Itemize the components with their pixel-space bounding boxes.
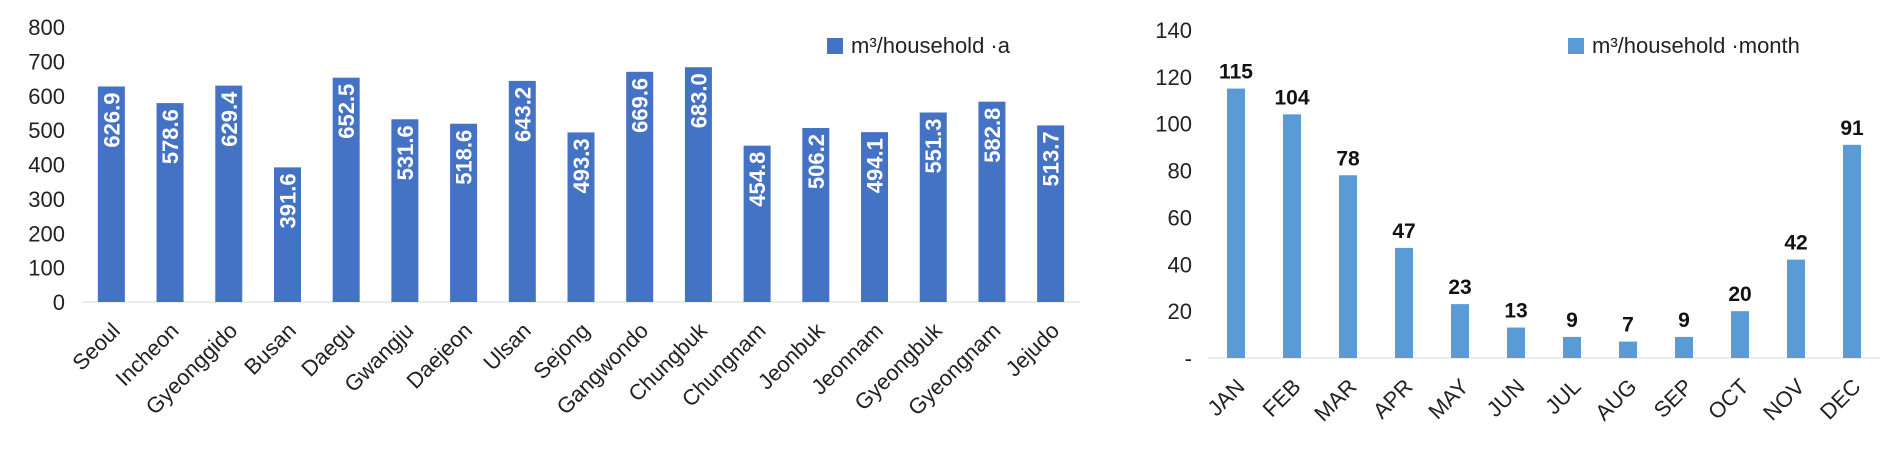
data-label: 506.2: [804, 134, 829, 189]
bar: [273, 167, 301, 302]
data-label: 629.4: [217, 91, 242, 147]
data-label: 7: [1622, 314, 1634, 337]
x-tick-label: MAY: [1423, 374, 1473, 424]
y-tick-label: 40: [1168, 252, 1192, 277]
x-tick-label: Daejeon: [401, 318, 477, 394]
data-label: 115: [1219, 61, 1253, 84]
y-tick-label: 100: [28, 256, 65, 281]
x-tick-label: FEB: [1258, 374, 1306, 422]
bar: [919, 112, 947, 302]
data-label: 9: [1566, 309, 1578, 332]
y-tick-label: -: [1185, 346, 1192, 371]
data-label: 669.6: [628, 78, 653, 133]
x-tick-label: JUL: [1540, 374, 1585, 419]
data-label: 47: [1392, 220, 1415, 243]
data-label: 23: [1448, 276, 1471, 299]
data-label: 391.6: [275, 173, 300, 228]
y-tick-label: 140: [1155, 18, 1192, 43]
bar: [1787, 259, 1805, 358]
data-label: 683.0: [686, 73, 711, 128]
data-label: 578.6: [158, 109, 183, 164]
y-tick-label: 600: [28, 84, 65, 109]
bar: [1507, 327, 1525, 358]
x-tick-label: JAN: [1202, 374, 1249, 421]
y-tick-label: 700: [28, 49, 65, 74]
x-tick-label: NOV: [1758, 374, 1810, 426]
data-label: 494.1: [863, 138, 888, 193]
bar: [802, 127, 830, 303]
data-label: 652.5: [334, 84, 359, 139]
y-tick-label: 0: [53, 290, 65, 315]
bar: [861, 132, 889, 302]
x-tick-label: SEP: [1649, 374, 1698, 423]
x-tick-label: Ulsan: [478, 318, 535, 375]
legend-swatch: [1568, 38, 1584, 54]
bar: [978, 101, 1006, 302]
legend-label: m³/household ·a: [851, 33, 1011, 58]
bar: [1227, 88, 1245, 359]
data-label: 626.9: [99, 93, 124, 148]
bar: [391, 119, 419, 302]
data-label: 518.6: [452, 130, 477, 185]
bar: [1843, 144, 1861, 358]
y-tick-label: 200: [28, 221, 65, 246]
data-label: 454.8: [745, 152, 770, 207]
bar: [450, 123, 478, 302]
data-label: 531.6: [393, 125, 418, 180]
legend-label: m³/household ·month: [1592, 33, 1800, 58]
y-tick-label: 400: [28, 153, 65, 178]
x-tick-label: MAR: [1309, 374, 1361, 426]
data-label: 13: [1504, 300, 1527, 323]
bar: [626, 71, 654, 302]
bar: [1339, 175, 1357, 358]
data-label: 91: [1840, 117, 1864, 140]
x-tick-label: OCT: [1703, 374, 1754, 425]
data-label: 513.7: [1039, 131, 1064, 186]
bar: [567, 132, 595, 302]
x-tick-label: Busan: [239, 318, 301, 380]
data-label: 78: [1336, 147, 1360, 170]
bar: [684, 67, 712, 302]
data-label: 104: [1274, 86, 1309, 109]
y-tick-label: 500: [28, 118, 65, 143]
x-tick-label: Jejudo: [1001, 318, 1065, 382]
bar: [332, 77, 360, 302]
bar: [1395, 247, 1413, 358]
x-tick-label: JUN: [1482, 374, 1530, 422]
y-tick-label: 300: [28, 187, 65, 212]
data-label: 42: [1784, 232, 1807, 255]
bar: [1283, 114, 1301, 358]
bar: [97, 86, 125, 302]
bar: [1675, 336, 1693, 358]
data-label: 551.3: [921, 118, 946, 173]
bar: [156, 103, 184, 302]
y-tick-label: 60: [1168, 205, 1192, 230]
data-label: 643.2: [510, 87, 535, 142]
data-label: 20: [1728, 283, 1751, 306]
bar: [508, 80, 536, 303]
legend-swatch: [827, 38, 843, 54]
bar: [743, 145, 771, 302]
y-tick-label: 800: [28, 15, 65, 40]
x-tick-label: DEC: [1815, 374, 1866, 425]
data-label: 9: [1678, 309, 1690, 332]
bar: [215, 85, 243, 302]
y-tick-label: 20: [1168, 299, 1192, 324]
bar: [1451, 304, 1469, 358]
y-tick-label: 120: [1155, 65, 1192, 90]
x-tick-label: APR: [1368, 374, 1418, 424]
bar: [1563, 336, 1581, 358]
data-label: 582.8: [980, 108, 1005, 163]
x-tick-label: AUG: [1590, 374, 1641, 425]
data-label: 493.3: [569, 138, 594, 193]
bar: [1619, 341, 1637, 358]
y-tick-label: 100: [1155, 112, 1192, 137]
y-tick-label: 80: [1168, 159, 1192, 184]
bar: [1731, 311, 1749, 358]
bar: [1037, 125, 1065, 303]
